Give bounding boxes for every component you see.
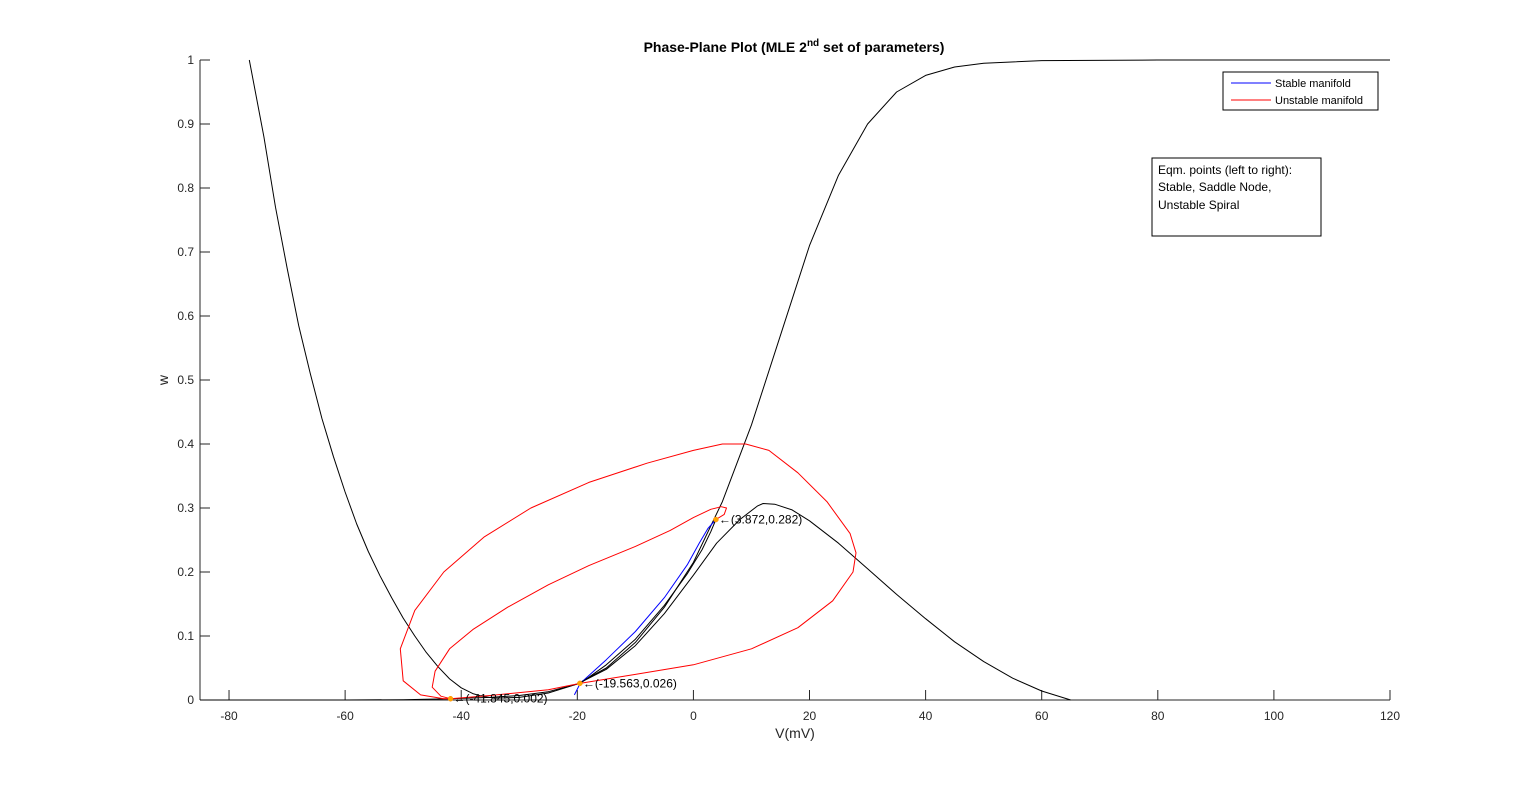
x-tick-label: 0	[690, 709, 697, 723]
x-tick-label: 80	[1151, 709, 1165, 723]
legend-label-unstable: Unstable manifold	[1275, 95, 1363, 107]
x-tick-label: -40	[453, 709, 471, 723]
x-tick-label: -20	[569, 709, 587, 723]
info-box: Eqm. points (left to right): Stable, Sad…	[1151, 157, 1322, 237]
info-box-line-1: Eqm. points (left to right):	[1158, 163, 1292, 177]
y-tick-label: 0.9	[177, 117, 194, 131]
y-tick-label: 0.6	[177, 309, 194, 323]
y-tick-label: 0.4	[177, 437, 194, 451]
series-line-1	[248, 59, 1071, 701]
info-box-line-2: Stable, Saddle Node,	[1158, 180, 1271, 194]
equilibrium-point-1	[447, 695, 454, 702]
y-tick-label: 0.8	[177, 181, 194, 195]
y-tick-label: 1	[187, 53, 194, 67]
x-axis-label: V(mV)	[775, 725, 815, 741]
x-tick-label: 60	[1035, 709, 1049, 723]
series-line-5	[399, 443, 857, 700]
x-tick-label: 40	[919, 709, 933, 723]
x-tick-label: 120	[1380, 709, 1400, 723]
legend-label-stable: Stable manifold	[1275, 78, 1351, 90]
y-tick-label: 0	[187, 693, 194, 707]
y-tick-label: 0.3	[177, 501, 194, 515]
x-tick-label: 100	[1264, 709, 1284, 723]
chart-title: Phase-Plane Plot (MLE 2nd set of paramet…	[644, 38, 945, 55]
x-tick-label: -80	[220, 709, 238, 723]
y-tick-label: 0.2	[177, 565, 194, 579]
series-line-3	[573, 519, 717, 696]
equilibrium-point-2	[577, 680, 583, 687]
series-line-4	[579, 519, 717, 684]
y-axis-label: w	[155, 374, 171, 386]
info-box-line-3: Unstable Spiral	[1158, 198, 1239, 212]
x-tick-label: -60	[336, 709, 354, 723]
legend: Stable manifold Unstable manifold	[1222, 71, 1379, 111]
equilibrium-label-3: ←(3.872,0.282)	[719, 513, 802, 527]
y-tick-label: 0.1	[177, 629, 194, 643]
plot-area: -80 -60 -40 -20 0 20 40 60 80 100 120 0 0.1 0.2 0.3 0.4…	[177, 53, 1400, 723]
equilibrium-point-3	[713, 516, 719, 523]
equilibrium-label-1: ←(-41.845,0.002)	[454, 692, 548, 706]
series-line-2	[200, 59, 1390, 701]
y-tick-label: 0.7	[177, 245, 194, 259]
x-tick-label: 20	[803, 709, 817, 723]
y-tick-label: 0.5	[177, 373, 194, 387]
equilibrium-label-2: ←(-19.563,0.026)	[583, 676, 677, 690]
